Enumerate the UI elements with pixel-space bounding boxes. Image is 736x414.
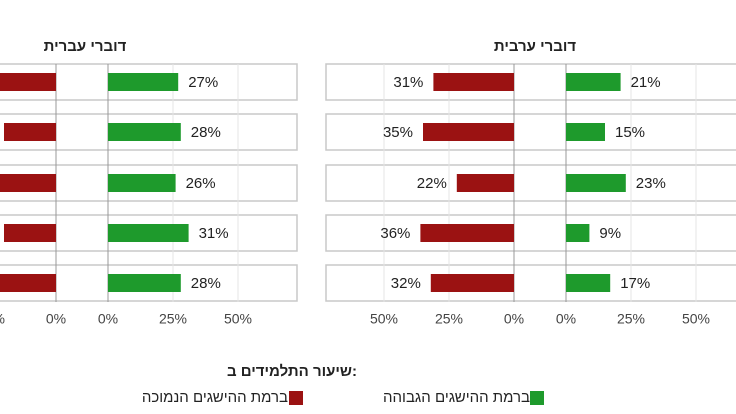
x-tick-label: 50% — [370, 311, 398, 327]
legend-title: שיעור התלמידים ב: — [227, 363, 357, 380]
bar — [108, 73, 179, 91]
bar — [0, 274, 56, 292]
value-label: 28% — [191, 275, 221, 292]
bar — [433, 73, 514, 91]
bar — [0, 174, 57, 192]
value-label: 23% — [636, 175, 666, 192]
panel-title: דוברי ערבית — [494, 38, 577, 55]
bar — [430, 274, 514, 292]
bar — [4, 224, 56, 242]
x-tick-label: 0% — [46, 311, 66, 327]
x-tick-label: 0% — [556, 311, 576, 327]
bar — [566, 73, 621, 91]
bar — [420, 224, 514, 242]
bar — [108, 274, 181, 292]
x-tick-label: 25% — [0, 311, 5, 327]
row-box — [325, 214, 736, 252]
value-label: 32% — [391, 275, 421, 292]
x-tick-label: 25% — [435, 311, 463, 327]
row-box — [325, 164, 736, 202]
value-label: 27% — [188, 74, 218, 91]
legend-label: ברמת ההישגים הנמוכה — [142, 389, 288, 406]
panel-title: דוברי עברית — [44, 38, 127, 55]
value-label: 35% — [383, 124, 413, 141]
legend-swatch — [530, 391, 544, 405]
bar — [108, 123, 181, 141]
bar — [108, 174, 176, 192]
value-label: 17% — [620, 275, 650, 292]
row-box — [325, 264, 736, 302]
x-tick-label: 50% — [682, 311, 710, 327]
bar — [456, 174, 514, 192]
x-tick-label: 0% — [504, 311, 524, 327]
value-label: 26% — [186, 175, 216, 192]
row-box — [325, 63, 736, 101]
x-tick-label: 0% — [98, 311, 118, 327]
x-tick-label: 25% — [159, 311, 187, 327]
value-label: 22% — [417, 175, 447, 192]
bar — [566, 274, 611, 292]
row-box — [325, 113, 736, 151]
bar — [566, 174, 626, 192]
value-label: 31% — [199, 225, 229, 242]
bar — [423, 123, 514, 141]
bar — [566, 224, 590, 242]
legend-label: ברמת ההישגים הגבוהה — [383, 389, 530, 406]
bar — [566, 123, 605, 141]
bar — [108, 224, 189, 242]
x-tick-label: 25% — [617, 311, 645, 327]
value-label: 15% — [615, 124, 645, 141]
x-tick-label: 50% — [224, 311, 252, 327]
value-label: 36% — [380, 225, 410, 242]
bar — [0, 73, 56, 91]
value-label: 9% — [599, 225, 621, 242]
value-label: 31% — [393, 74, 423, 91]
value-label: 21% — [631, 74, 661, 91]
bar — [4, 123, 56, 141]
legend-swatch — [289, 391, 303, 405]
value-label: 28% — [191, 124, 221, 141]
